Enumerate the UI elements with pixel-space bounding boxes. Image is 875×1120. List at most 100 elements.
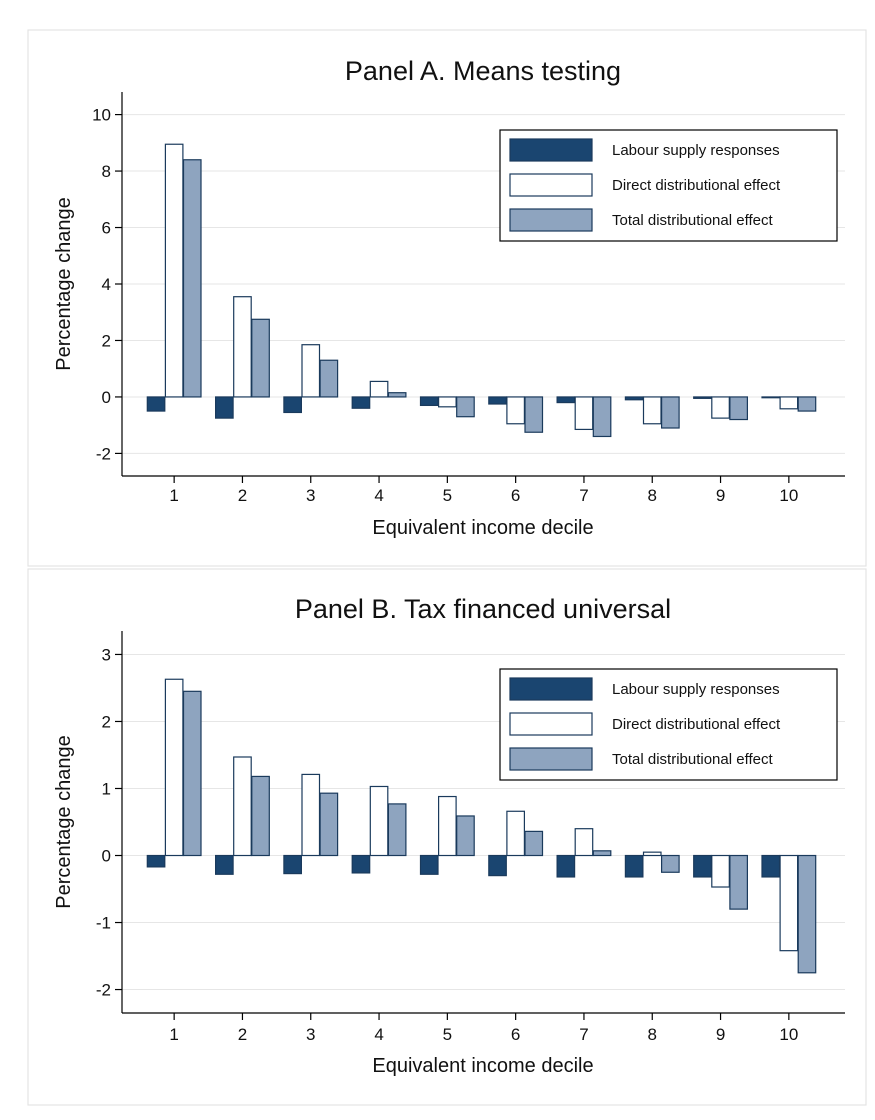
bar-direct-effect	[233, 756, 252, 857]
chart-title: Panel A. Means testing	[345, 56, 621, 86]
y-tick-label: 4	[102, 275, 111, 294]
y-axis-label: Percentage change	[53, 197, 75, 370]
bar-labour-supply	[146, 854, 166, 868]
bar-total-effect	[729, 854, 749, 910]
bar-labour-supply	[693, 396, 712, 399]
bar-labour-supply	[761, 854, 781, 878]
y-tick-label: 6	[102, 219, 111, 238]
y-tick-label: -2	[96, 981, 111, 1000]
x-axis-label: Equivalent income decile	[372, 517, 593, 539]
bar-total-effect	[660, 854, 680, 873]
bar-direct-effect	[233, 296, 252, 398]
bar-total-effect	[592, 396, 612, 438]
bar-labour-supply	[146, 396, 166, 412]
bar-direct-effect	[642, 396, 662, 425]
x-tick-label: 6	[511, 486, 520, 505]
bar-total-effect	[182, 159, 202, 398]
legend-label: Direct distributional effect	[612, 716, 781, 733]
x-tick-label: 8	[648, 1025, 657, 1044]
x-tick-label: 2	[238, 1025, 247, 1044]
legend-swatch	[509, 712, 593, 736]
bar-direct-effect	[438, 795, 457, 857]
bar-total-effect	[660, 396, 680, 429]
bar-labour-supply	[419, 396, 439, 407]
bar-total-effect	[797, 854, 817, 974]
bar-labour-supply	[283, 396, 302, 414]
bar-labour-supply	[624, 396, 644, 401]
x-tick-label: 5	[443, 486, 452, 505]
bar-direct-effect	[506, 810, 525, 857]
x-tick-label: 7	[579, 486, 588, 505]
bar-total-effect	[456, 396, 475, 418]
legend-label: Total distributional effect	[612, 751, 773, 768]
bar-total-effect	[387, 803, 407, 857]
x-tick-label: 10	[779, 486, 798, 505]
x-tick-label: 1	[169, 486, 178, 505]
x-tick-label: 7	[579, 1025, 588, 1044]
bar-labour-supply	[283, 854, 302, 875]
bar-total-effect	[251, 318, 270, 398]
x-tick-label: 3	[306, 486, 315, 505]
legend: Labour supply responses Direct distributi…	[499, 129, 838, 242]
bar-labour-supply	[215, 854, 234, 875]
bar-labour-supply	[215, 396, 234, 419]
bar-direct-effect	[779, 854, 799, 952]
bar-labour-supply	[351, 396, 371, 409]
bar-total-effect	[319, 792, 339, 857]
x-tick-label: 10	[779, 1025, 798, 1044]
x-tick-label: 4	[374, 1025, 383, 1044]
legend-swatch	[509, 208, 593, 232]
bar-direct-effect	[164, 143, 184, 398]
bar-total-effect	[797, 396, 817, 412]
bar-direct-effect	[369, 785, 389, 857]
bar-labour-supply	[556, 396, 576, 404]
bar-labour-supply	[693, 854, 712, 878]
y-tick-label: -1	[96, 914, 111, 933]
bar-direct-effect	[164, 678, 184, 857]
x-tick-label: 1	[169, 1025, 178, 1044]
bar-total-effect	[524, 830, 544, 857]
y-tick-label: 2	[102, 712, 111, 731]
legend-swatch	[509, 138, 593, 162]
y-tick-label: 2	[102, 331, 111, 350]
y-tick-label: -2	[96, 444, 111, 463]
bar-labour-supply	[488, 854, 507, 877]
bar-direct-effect	[711, 854, 730, 888]
bar-total-effect	[387, 392, 407, 398]
bar-total-effect	[524, 396, 544, 433]
legend-label: Direct distributional effect	[612, 177, 781, 194]
bar-direct-effect	[438, 396, 457, 408]
bar-direct-effect	[506, 396, 525, 425]
bar-direct-effect	[574, 396, 594, 431]
bar-labour-supply	[419, 854, 439, 875]
bar-direct-effect	[779, 396, 799, 410]
bar-direct-effect	[574, 828, 594, 857]
bar-direct-effect	[711, 396, 730, 419]
y-tick-label: 3	[102, 645, 111, 664]
legend: Labour supply responses Direct distributi…	[499, 668, 838, 781]
bar-labour-supply	[351, 854, 371, 874]
panel-b: -2 -1 0 1 2 3 1 2 3 4 5 6 7 8 9 10 Panel B. Tax financed…	[27, 568, 867, 1106]
x-tick-label: 9	[716, 1025, 725, 1044]
bar-total-effect	[319, 359, 339, 398]
bar-direct-effect	[642, 851, 662, 857]
bar-direct-effect	[301, 773, 321, 857]
y-tick-label: 1	[102, 779, 111, 798]
bar-total-effect	[592, 850, 612, 857]
x-tick-label: 2	[238, 486, 247, 505]
y-tick-label: 0	[102, 847, 111, 866]
x-tick-label: 3	[306, 1025, 315, 1044]
legend-swatch	[509, 173, 593, 197]
chart-title: Panel B. Tax financed universal	[295, 594, 671, 624]
bar-direct-effect	[369, 380, 389, 398]
legend-label: Labour supply responses	[612, 142, 780, 159]
x-tick-label: 4	[374, 486, 383, 505]
bar-direct-effect	[301, 344, 321, 398]
x-axis-label: Equivalent income decile	[372, 1055, 593, 1077]
legend-label: Labour supply responses	[612, 681, 780, 698]
bar-total-effect	[729, 396, 749, 421]
x-tick-label: 5	[443, 1025, 452, 1044]
bar-labour-supply	[556, 854, 576, 878]
